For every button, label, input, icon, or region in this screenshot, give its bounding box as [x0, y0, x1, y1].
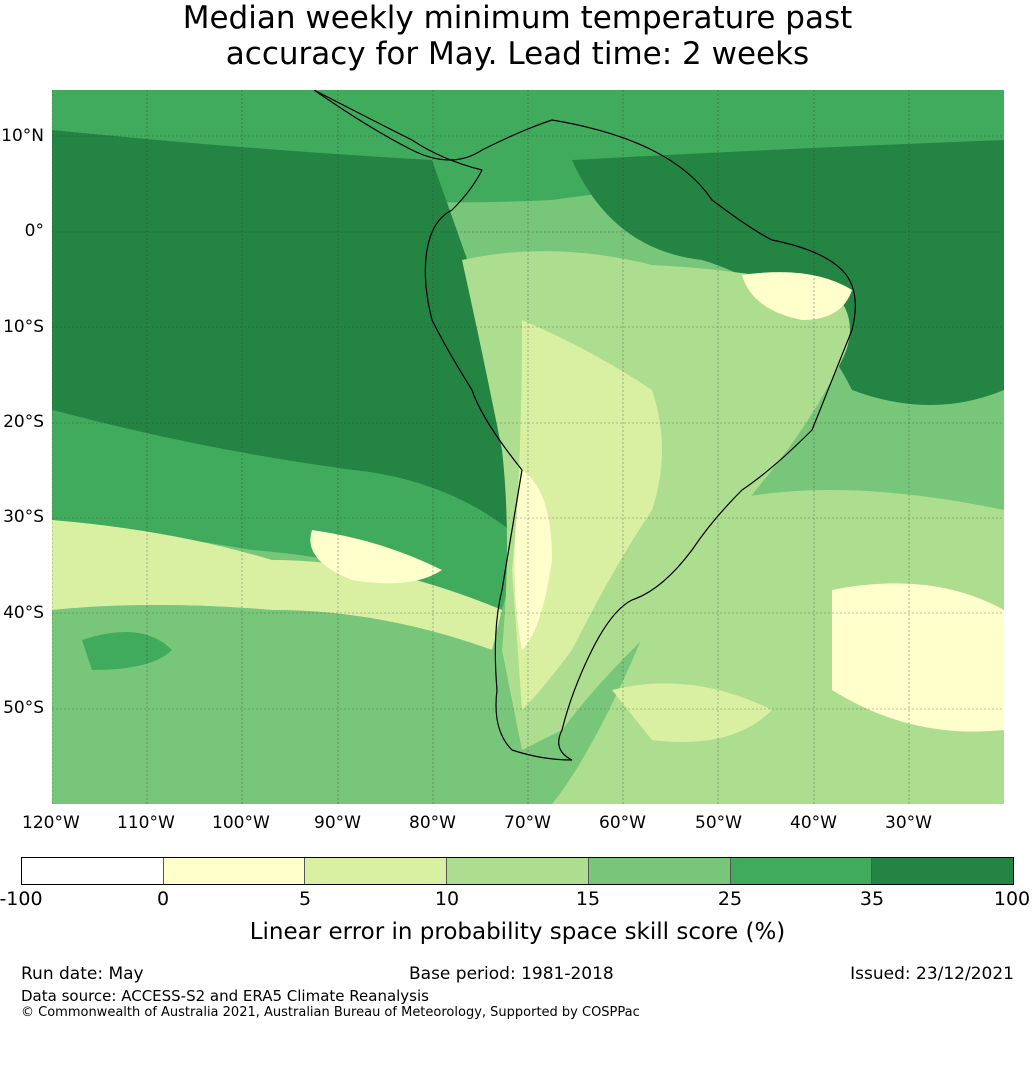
skill-region-pacific-high [52, 130, 524, 540]
colorbar-segment [305, 858, 448, 884]
colorbar-tick: 0 [156, 888, 170, 910]
lat-label-50s: 50°S [3, 698, 44, 718]
colorbar-tick: 15 [575, 888, 601, 910]
skill-region-continent-lower [512, 320, 662, 710]
colorbar-tick: 10 [434, 888, 460, 910]
skill-region-pacific-low [52, 520, 502, 650]
lon-label-100w: 100°W [212, 813, 270, 833]
skill-region-pacific-south-patch [82, 632, 172, 670]
colorbar-segment [872, 858, 1014, 884]
colorbar-tick: 5 [298, 888, 312, 910]
lat-label-10n: 10°N [1, 126, 44, 146]
lat-label-40s: 40°S [3, 603, 44, 623]
colorbar-segment [730, 858, 873, 884]
colorbar-segment [163, 858, 306, 884]
colorbar-tick: 35 [859, 888, 885, 910]
lat-label-10s: 10°S [3, 317, 44, 337]
lon-label-60w: 60°W [599, 813, 646, 833]
skill-region-ne-brazil-low [742, 272, 852, 320]
skill-region-pacific-lowest [310, 530, 442, 584]
skill-score-map [52, 90, 1004, 804]
lon-label-30w: 30°W [885, 813, 932, 833]
colorbar-segment [447, 858, 589, 884]
copyright: © Commonwealth of Australia 2021, Austra… [21, 1005, 640, 1020]
lon-label-90w: 90°W [314, 813, 361, 833]
lon-label-110w: 110°W [117, 813, 175, 833]
data-source: Data source: ACCESS-S2 and ERA5 Climate … [21, 987, 429, 1005]
base-period: Base period: 1981-2018 [409, 964, 614, 984]
lon-label-70w: 70°W [504, 813, 551, 833]
run-date: Run date: May [21, 964, 144, 984]
colorbar-segment [22, 858, 164, 884]
colorbar-segment [588, 858, 731, 884]
chart-title: Median weekly minimum temperature past a… [0, 0, 1035, 72]
title-line-2: accuracy for May. Lead time: 2 weeks [225, 36, 810, 72]
lon-label-50w: 50°W [695, 813, 742, 833]
gridlines [52, 90, 1004, 804]
lon-label-120w: 120°W [22, 813, 80, 833]
lon-label-40w: 40°W [790, 813, 837, 833]
colorbar-tick: -100 [0, 888, 43, 910]
colorbar-tick: 25 [717, 888, 743, 910]
colorbar-tick: 100 [993, 888, 1031, 910]
skill-region-atlantic-south-medium [612, 683, 772, 742]
colorbar-label: Linear error in probability space skill … [249, 919, 786, 945]
skill-region-atlantic-south-low [832, 583, 1004, 732]
coastline [313, 90, 856, 761]
lat-label-20s: 20°S [3, 412, 44, 432]
lon-label-80w: 80°W [409, 813, 456, 833]
lat-label-30s: 30°S [3, 507, 44, 527]
skill-region-continent-lowest [514, 470, 552, 650]
issued-date: Issued: 23/12/2021 [850, 964, 1014, 984]
colorbar [21, 857, 1014, 885]
lat-label-0: 0° [24, 221, 44, 241]
title-line-1: Median weekly minimum temperature past [182, 0, 853, 36]
